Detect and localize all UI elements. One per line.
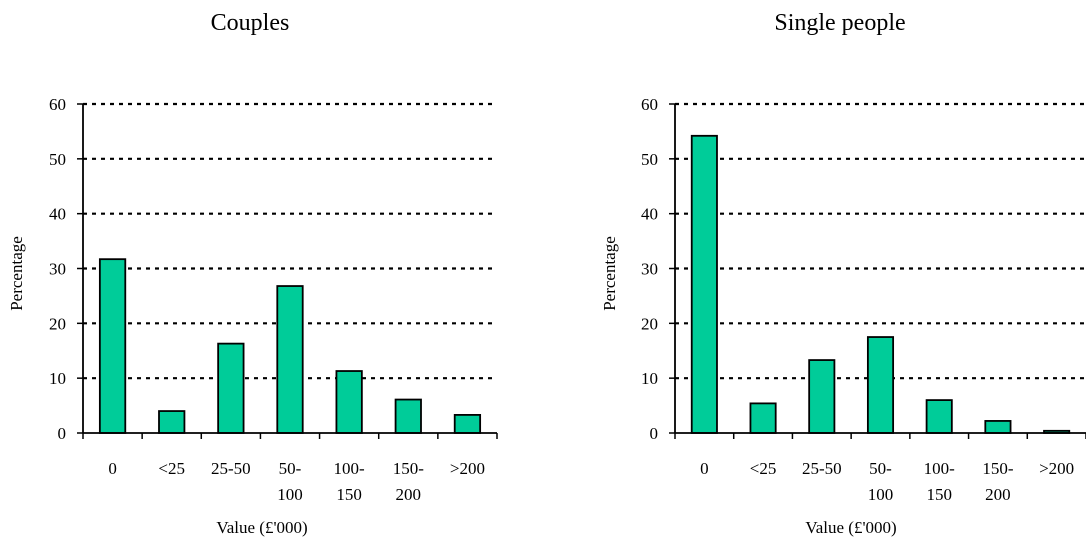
y-tick-label: 30 — [49, 260, 66, 279]
x-tick-label: >200 — [1039, 459, 1074, 478]
x-tick-label: 0 — [700, 459, 709, 478]
y-tick-label: 60 — [49, 95, 66, 114]
y-tick-label: 0 — [58, 424, 67, 443]
y-tick-label: 40 — [641, 205, 658, 224]
y-tick-label: 50 — [641, 150, 658, 169]
x-tick-label: 50- — [869, 459, 892, 478]
bar-0 — [690, 134, 718, 434]
bar-2 — [217, 342, 245, 434]
x-tick-label: 100 — [868, 485, 894, 504]
x-tick-label: 25-50 — [802, 459, 842, 478]
x-tick-label: >200 — [450, 459, 485, 478]
bar-5 — [984, 420, 1012, 434]
y-tick-label: 50 — [49, 150, 66, 169]
y-tick-label: 60 — [641, 95, 658, 114]
y-tick-label: 20 — [641, 314, 658, 333]
x-tick-label: 150- — [982, 459, 1014, 478]
y-tick-label: 40 — [49, 205, 66, 224]
x-tick-label: 100- — [334, 459, 366, 478]
bar-6 — [453, 414, 482, 434]
y-tick-label: 10 — [641, 369, 658, 388]
y-axis-label: Percentage — [7, 236, 26, 311]
bar-4 — [925, 399, 953, 434]
x-tick-label: 200 — [396, 485, 422, 504]
y-tick-label: 20 — [49, 314, 66, 333]
x-tick-label: 50- — [279, 459, 302, 478]
x-axis-label: Value (£'000) — [805, 518, 896, 537]
x-tick-label: <25 — [158, 459, 185, 478]
bar-3 — [866, 336, 895, 434]
x-axis-label: Value (£'000) — [216, 518, 307, 537]
x-tick-label: 0 — [108, 459, 117, 478]
bar-2 — [808, 359, 836, 434]
y-tick-label: 10 — [49, 369, 66, 388]
x-tick-label: 200 — [985, 485, 1011, 504]
y-axis-label: Percentage — [600, 236, 619, 311]
chart-title: Couples — [211, 10, 290, 36]
bar-5 — [394, 398, 422, 434]
bar-1 — [749, 402, 777, 434]
chart-single-people: Single people 0 10 20 30 40 50 60 0 <25 25-50 50- 10… — [600, 10, 1086, 537]
x-tick-label: 150 — [336, 485, 362, 504]
x-tick-label: 150- — [393, 459, 425, 478]
x-tick-label: 100- — [924, 459, 956, 478]
bar-3 — [276, 285, 304, 434]
x-tick-label: 100 — [277, 485, 303, 504]
chart-couples: Couples 0 10 20 30 40 50 60 0 <25 25-50 50- 100 100- 1… — [7, 10, 498, 537]
bar-0 — [98, 258, 127, 434]
x-tick-label: 150 — [926, 485, 952, 504]
chart-title: Single people — [774, 10, 905, 36]
y-tick-label: 0 — [650, 424, 659, 443]
bar-4 — [335, 370, 363, 434]
y-tick-label: 30 — [641, 260, 658, 279]
x-tick-label: 25-50 — [211, 459, 251, 478]
bar-1 — [158, 410, 186, 434]
x-tick-label: <25 — [750, 459, 777, 478]
